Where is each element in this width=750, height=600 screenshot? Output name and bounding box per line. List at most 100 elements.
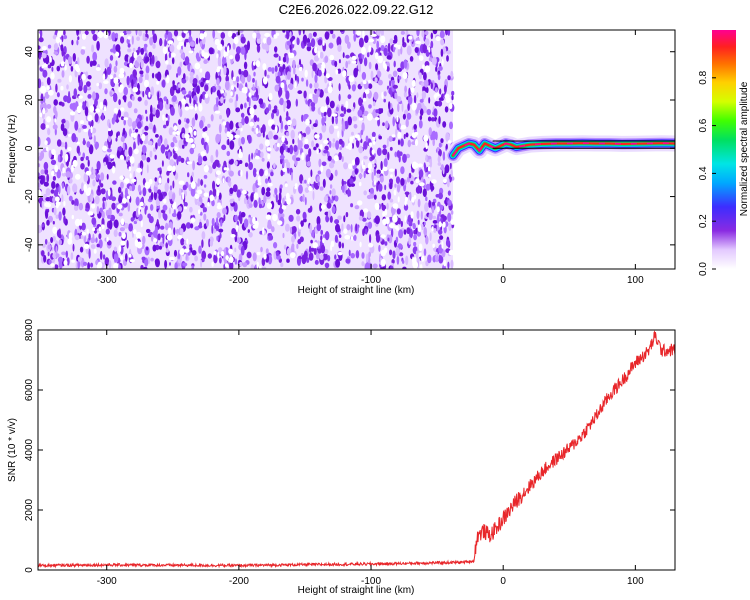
noise-gap: [133, 148, 139, 155]
noise-speckle: [382, 122, 385, 127]
noise-speckle: [267, 168, 271, 174]
noise-speckle: [205, 144, 209, 154]
noise-speckle: [81, 222, 86, 231]
noise-speckle: [418, 169, 424, 178]
noise-gap: [117, 204, 123, 210]
noise-speckle: [311, 230, 315, 238]
noise-speckle: [386, 66, 390, 72]
noise-speckle: [413, 229, 417, 235]
noise-gap: [153, 238, 158, 243]
noise-speckle: [248, 97, 251, 107]
noise-speckle: [444, 106, 449, 113]
noise-speckle: [154, 181, 158, 187]
noise-gap: [189, 105, 194, 110]
noise-speckle: [348, 84, 351, 90]
noise-speckle: [113, 219, 119, 229]
noise-speckle: [216, 97, 219, 108]
noise-speckle: [145, 65, 150, 74]
noise-speckle: [39, 30, 43, 39]
noise-speckle: [251, 152, 254, 160]
noise-speckle: [181, 78, 187, 84]
noise-gap: [173, 125, 178, 132]
noise-speckle: [421, 30, 425, 38]
noise-gap: [397, 44, 401, 50]
noise-speckle: [408, 87, 411, 98]
noise-speckle: [414, 47, 419, 53]
noise-gap: [344, 235, 351, 240]
noise-speckle: [53, 264, 59, 269]
noise-speckle: [355, 223, 358, 232]
noise-speckle: [87, 75, 92, 80]
noise-speckle: [378, 244, 381, 252]
snr-series: [38, 330, 675, 569]
noise-speckle: [147, 140, 153, 146]
noise-speckle: [223, 92, 228, 97]
noise-speckle: [168, 207, 171, 214]
noise-gap: [431, 226, 434, 232]
noise-gap: [129, 173, 132, 179]
noise-speckle: [419, 108, 424, 116]
noise-speckle: [186, 118, 190, 124]
noise-speckle: [313, 146, 317, 151]
noise-speckle: [182, 144, 185, 149]
noise-speckle: [396, 96, 402, 103]
noise-speckle: [373, 91, 379, 101]
noise-gap: [337, 251, 343, 256]
noise-speckle: [122, 142, 125, 151]
noise-speckle: [113, 113, 117, 121]
noise-speckle: [332, 138, 336, 143]
noise-speckle: [328, 140, 332, 149]
noise-speckle: [297, 64, 301, 69]
noise-gap: [264, 169, 269, 176]
noise-gap: [362, 80, 367, 85]
noise-speckle: [177, 66, 182, 76]
noise-speckle: [432, 138, 436, 147]
noise-speckle: [156, 219, 159, 226]
noise-speckle: [426, 202, 429, 212]
y-tick-label: -40: [24, 237, 35, 252]
noise-speckle: [358, 173, 363, 179]
noise-gap: [285, 192, 290, 200]
noise-speckle: [43, 161, 49, 171]
noise-speckle: [374, 215, 380, 225]
noise-speckle: [267, 130, 273, 140]
noise-speckle: [52, 220, 55, 225]
noise-speckle: [247, 199, 250, 205]
noise-speckle: [282, 197, 285, 205]
noise-speckle: [260, 151, 264, 159]
noise-speckle: [437, 213, 440, 223]
noise-speckle: [136, 55, 142, 63]
noise-speckle: [328, 125, 335, 135]
noise-speckle: [194, 255, 199, 262]
noise-gap: [138, 207, 141, 216]
noise-gap: [83, 243, 90, 249]
noise-speckle: [145, 116, 149, 122]
noise-gap: [131, 178, 137, 183]
noise-speckle: [52, 124, 58, 130]
noise-gap: [181, 98, 186, 105]
noise-gap: [447, 140, 452, 144]
noise-speckle: [392, 116, 396, 127]
noise-gap: [81, 46, 86, 50]
noise-speckle: [183, 136, 187, 145]
noise-speckle: [38, 163, 41, 168]
noise-gap: [119, 32, 125, 37]
noise-gap: [166, 234, 173, 241]
noise-speckle: [400, 177, 405, 186]
noise-speckle: [70, 65, 74, 72]
noise-speckle: [150, 204, 154, 211]
noise-speckle: [363, 57, 368, 67]
noise-speckle: [375, 63, 379, 71]
noise-speckle: [152, 33, 158, 44]
noise-gap: [46, 85, 50, 90]
noise-speckle: [384, 241, 388, 246]
noise-speckle: [108, 122, 111, 130]
noise-speckle: [265, 248, 269, 255]
noise-gap: [186, 238, 189, 245]
x-tick-label: 0: [500, 275, 506, 286]
noise-speckle: [394, 183, 397, 188]
noise-speckle: [337, 215, 342, 221]
noise-speckle: [285, 132, 290, 137]
noise-gap: [92, 227, 96, 232]
noise-speckle: [139, 70, 144, 75]
